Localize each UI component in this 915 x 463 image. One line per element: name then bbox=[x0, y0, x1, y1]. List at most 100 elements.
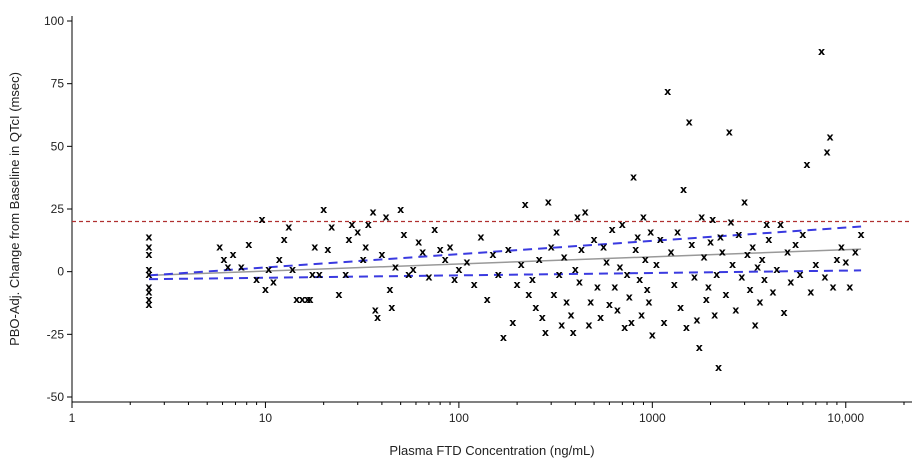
data-point: x bbox=[623, 268, 630, 281]
data-point: x bbox=[285, 221, 292, 234]
data-point: x bbox=[614, 303, 621, 316]
data-point: x bbox=[688, 238, 695, 251]
data-point: x bbox=[536, 253, 543, 266]
data-point: x bbox=[777, 218, 784, 231]
data-point: x bbox=[548, 241, 555, 254]
data-point: x bbox=[756, 296, 763, 309]
data-point: x bbox=[722, 288, 729, 301]
data-point: x bbox=[597, 311, 604, 324]
data-point: x bbox=[818, 45, 825, 58]
data-point: x bbox=[550, 288, 557, 301]
regression-line bbox=[148, 248, 862, 277]
data-point: x bbox=[281, 233, 288, 246]
data-point: x bbox=[397, 203, 404, 216]
data-point: x bbox=[638, 308, 645, 321]
x-axis-title: Plasma FTD Concentration (ng/mL) bbox=[389, 443, 594, 458]
data-point: x bbox=[821, 271, 828, 284]
data-point: x bbox=[671, 278, 678, 291]
data-point: x bbox=[529, 273, 536, 286]
data-point: x bbox=[262, 283, 269, 296]
data-point: x bbox=[649, 328, 656, 341]
y-tick-label: -25 bbox=[47, 327, 65, 341]
data-point: x bbox=[585, 318, 592, 331]
data-point: x bbox=[369, 206, 376, 219]
data-point: x bbox=[553, 226, 560, 239]
reference-lines bbox=[72, 220, 912, 281]
data-point: x bbox=[664, 85, 671, 98]
data-point: x bbox=[289, 263, 296, 276]
data-point: x bbox=[632, 243, 639, 256]
data-point: x bbox=[796, 268, 803, 281]
data-point: x bbox=[324, 243, 331, 256]
data-point: x bbox=[653, 258, 660, 271]
data-point: x bbox=[603, 256, 610, 269]
data-point: x bbox=[451, 273, 458, 286]
data-point: x bbox=[567, 308, 574, 321]
data-point: x bbox=[229, 248, 236, 261]
data-point: x bbox=[738, 271, 745, 284]
data-point: x bbox=[729, 258, 736, 271]
data-point: x bbox=[220, 253, 227, 266]
data-point: x bbox=[522, 198, 529, 211]
data-point: x bbox=[306, 293, 313, 306]
data-point: x bbox=[600, 241, 607, 254]
data-point: x bbox=[354, 226, 361, 239]
data-point: x bbox=[727, 216, 734, 229]
data-point: x bbox=[693, 313, 700, 326]
data-point: x bbox=[378, 248, 385, 261]
data-point: x bbox=[489, 248, 496, 261]
data-point: x bbox=[787, 276, 794, 289]
data-point: x bbox=[400, 228, 407, 241]
data-point: x bbox=[145, 298, 152, 311]
data-point: x bbox=[518, 258, 525, 271]
data-point: x bbox=[299, 293, 306, 306]
data-point: x bbox=[606, 298, 613, 311]
data-point: x bbox=[532, 301, 539, 314]
y-tick-label: 100 bbox=[44, 14, 64, 28]
data-point: x bbox=[759, 253, 766, 266]
data-point: x bbox=[713, 268, 720, 281]
data-point: x bbox=[628, 316, 635, 329]
data-point: x bbox=[145, 281, 152, 294]
data-point: x bbox=[626, 291, 633, 304]
data-points: xxxxxxxxxxxxxxxxxxxxxxxxxxxxxxxxxxxxxxxx… bbox=[145, 45, 864, 374]
data-point: x bbox=[425, 271, 432, 284]
data-point: x bbox=[799, 228, 806, 241]
data-point: x bbox=[471, 278, 478, 291]
data-point: x bbox=[362, 241, 369, 254]
data-point: x bbox=[463, 256, 470, 269]
data-point: x bbox=[500, 331, 507, 344]
data-point: x bbox=[792, 238, 799, 251]
data-point: x bbox=[374, 311, 381, 324]
data-point: x bbox=[769, 286, 776, 299]
data-point: x bbox=[316, 268, 323, 281]
data-point: x bbox=[752, 318, 759, 331]
data-point: x bbox=[765, 233, 772, 246]
data-point: x bbox=[726, 125, 733, 138]
data-point: x bbox=[574, 211, 581, 224]
data-point: x bbox=[833, 253, 840, 266]
data-point: x bbox=[276, 253, 283, 266]
data-point: x bbox=[630, 170, 637, 183]
data-point: x bbox=[735, 228, 742, 241]
data-point: x bbox=[542, 326, 549, 339]
data-point: x bbox=[827, 130, 834, 143]
data-point: x bbox=[582, 206, 589, 219]
data-point: x bbox=[224, 261, 231, 274]
data-point: x bbox=[145, 231, 152, 244]
axes: -50 -25 0 25 50 75 100 1 10 100 1000 10,000 bbox=[44, 14, 912, 425]
data-point: x bbox=[621, 321, 628, 334]
data-point: x bbox=[749, 241, 756, 254]
data-point: x bbox=[392, 261, 399, 274]
data-point: x bbox=[700, 251, 707, 264]
data-point: x bbox=[342, 268, 349, 281]
data-point: x bbox=[386, 283, 393, 296]
data-point: x bbox=[707, 236, 714, 249]
data-point: x bbox=[842, 256, 849, 269]
data-point: x bbox=[636, 273, 643, 286]
data-point: x bbox=[382, 211, 389, 224]
data-point: x bbox=[696, 341, 703, 354]
data-point: x bbox=[145, 263, 152, 276]
data-point: x bbox=[686, 115, 693, 128]
data-point: x bbox=[754, 261, 761, 274]
